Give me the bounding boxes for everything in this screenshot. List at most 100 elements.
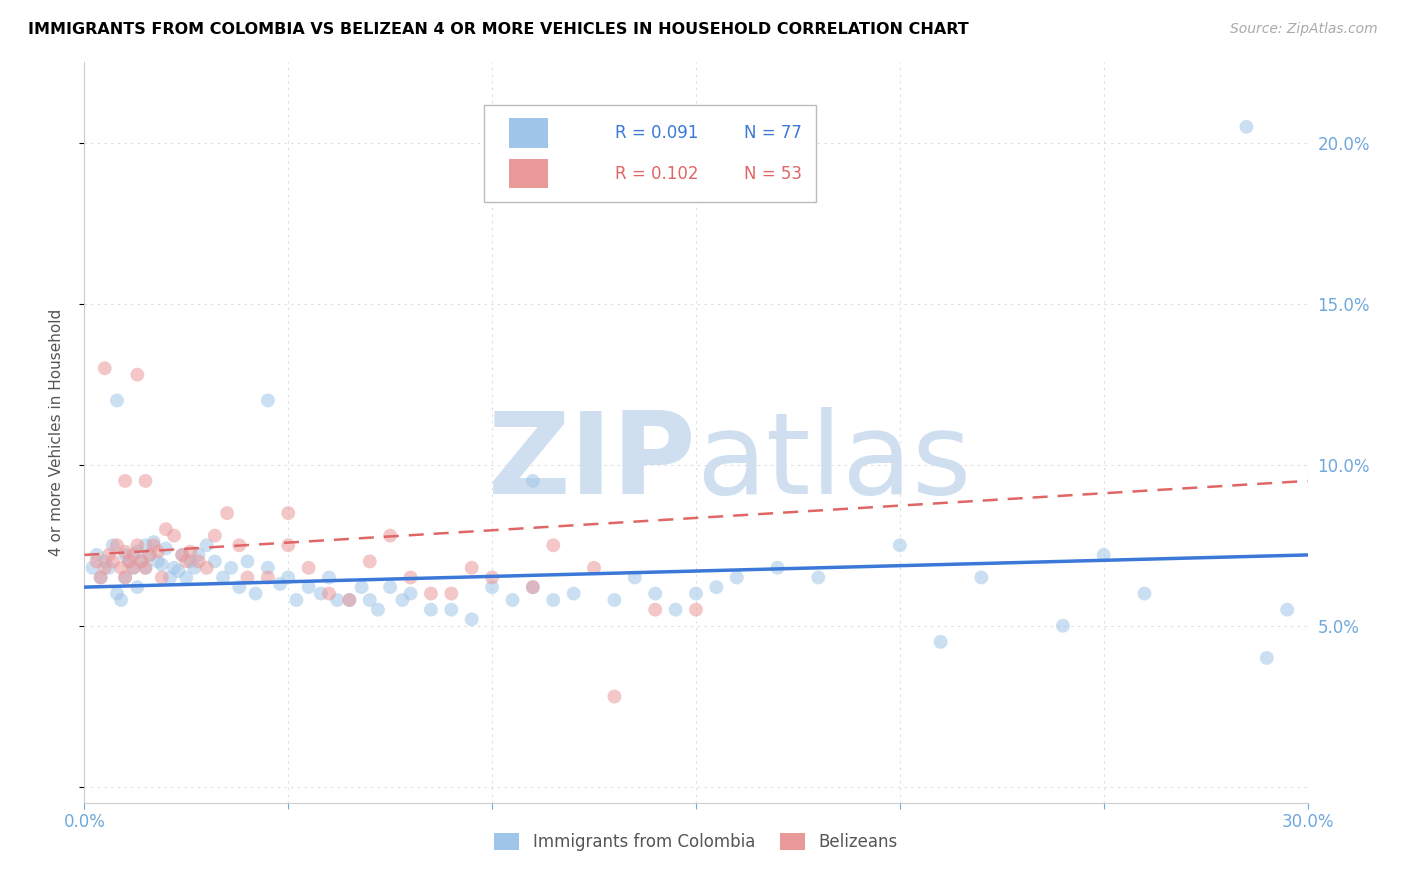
Point [522, 474, 544, 488]
Point [105, 393, 128, 408]
Point [122, 561, 145, 575]
Point [204, 528, 226, 542]
Point [110, 561, 132, 575]
Point [481, 580, 503, 594]
Point [187, 554, 209, 568]
Point [889, 538, 911, 552]
Point [359, 554, 381, 568]
Point [183, 561, 205, 575]
Text: atlas: atlas [696, 407, 972, 517]
Point [127, 580, 149, 594]
Point [82, 561, 104, 575]
Point [135, 538, 157, 552]
Point [685, 586, 707, 600]
Point [766, 561, 789, 575]
Point [543, 538, 565, 552]
Point [277, 570, 299, 584]
Point [440, 602, 463, 616]
Point [1256, 651, 1278, 665]
Point [269, 577, 291, 591]
Point [174, 570, 197, 584]
Point [135, 474, 157, 488]
Point [522, 580, 544, 594]
Point [367, 602, 389, 616]
Point [179, 554, 201, 568]
Point [562, 586, 585, 600]
Point [142, 535, 165, 549]
Point [217, 506, 239, 520]
Point [326, 593, 349, 607]
Point [114, 474, 136, 488]
Point [725, 570, 748, 584]
Point [138, 548, 160, 562]
Point [298, 580, 321, 594]
Point [172, 548, 194, 562]
Point [131, 554, 153, 568]
Point [93, 361, 115, 376]
Point [127, 368, 149, 382]
Text: N = 77: N = 77 [744, 124, 801, 142]
Point [543, 593, 565, 607]
Point [219, 561, 242, 575]
Point [97, 548, 120, 562]
Point [114, 545, 136, 559]
Point [228, 580, 250, 594]
Point [350, 580, 373, 594]
Point [105, 586, 128, 600]
Point [167, 564, 190, 578]
Point [583, 561, 606, 575]
Point [101, 554, 124, 568]
Point [146, 554, 169, 568]
Text: R = 0.102: R = 0.102 [616, 164, 699, 183]
Point [163, 528, 186, 542]
Point [135, 561, 157, 575]
Point [93, 561, 115, 575]
Point [135, 561, 157, 575]
Point [277, 506, 299, 520]
Point [309, 586, 332, 600]
Point [339, 593, 361, 607]
Point [155, 522, 177, 536]
Legend: Immigrants from Colombia, Belizeans: Immigrants from Colombia, Belizeans [488, 826, 904, 857]
Point [380, 528, 402, 542]
Point [399, 570, 422, 584]
Point [122, 548, 145, 562]
Point [665, 602, 688, 616]
Point [318, 586, 340, 600]
Point [204, 554, 226, 568]
Point [187, 548, 209, 562]
Point [970, 570, 993, 584]
Point [127, 538, 149, 552]
Point [142, 538, 165, 552]
Point [807, 570, 830, 584]
Point [101, 538, 124, 552]
FancyBboxPatch shape [509, 159, 548, 188]
Point [706, 580, 728, 594]
Point [1236, 120, 1258, 134]
Text: Source: ZipAtlas.com: Source: ZipAtlas.com [1230, 22, 1378, 37]
Point [146, 545, 169, 559]
Text: ZIP: ZIP [488, 407, 696, 517]
Point [1277, 602, 1299, 616]
Point [257, 393, 280, 408]
Point [150, 558, 173, 572]
Point [461, 561, 484, 575]
Point [122, 561, 145, 575]
Point [380, 580, 402, 594]
Point [685, 602, 707, 616]
Point [105, 538, 128, 552]
Point [138, 548, 160, 562]
Point [236, 570, 259, 584]
Point [110, 593, 132, 607]
Point [114, 570, 136, 584]
Point [172, 548, 194, 562]
Point [195, 561, 218, 575]
Point [159, 570, 181, 584]
Point [86, 548, 108, 562]
Point [318, 570, 340, 584]
Point [90, 570, 112, 584]
Point [174, 554, 197, 568]
Point [163, 561, 186, 575]
Point [131, 554, 153, 568]
FancyBboxPatch shape [484, 104, 815, 202]
